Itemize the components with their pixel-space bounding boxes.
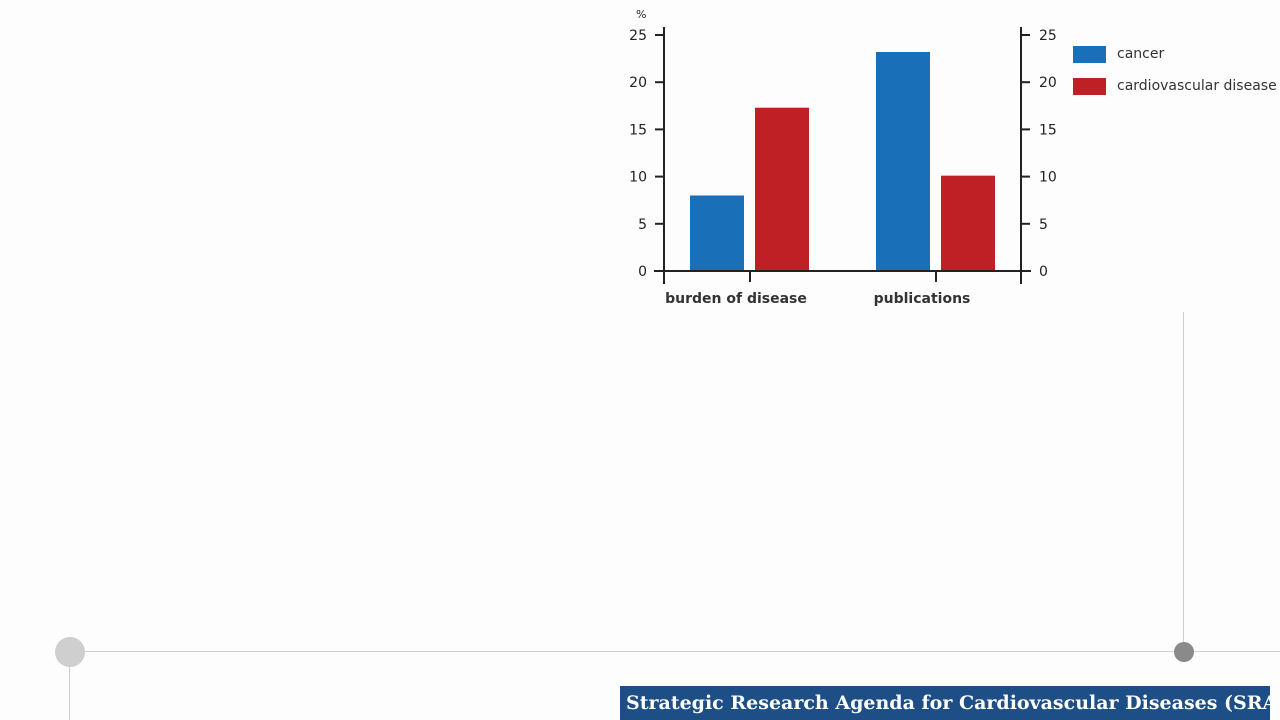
legend-swatch: [1073, 46, 1106, 63]
timeline-horizontal-line: [70, 651, 1280, 652]
timeline-right-vertical-line: [1183, 312, 1184, 652]
category-label: publications: [874, 291, 971, 307]
y-axis-unit-label: %: [636, 8, 646, 21]
bar-cardiovascular-disease: [941, 175, 995, 270]
bar-cancer: [690, 195, 744, 270]
right-tick-label: 5: [1039, 217, 1048, 233]
left-tick-label: 20: [629, 75, 647, 91]
legend-swatch: [1073, 78, 1106, 95]
timeline-active-node[interactable]: [1174, 642, 1194, 662]
left-tick-label: 15: [629, 122, 647, 138]
bar-chart: % 0 0 5 5 10 10 15 15 20 20 25 25 burden of disease pu…: [629, 8, 1277, 307]
right-tick-label: 15: [1039, 122, 1057, 138]
right-tick-label: 10: [1039, 170, 1057, 186]
legend-label: cancer: [1117, 46, 1164, 62]
left-tick-label: 25: [629, 28, 647, 44]
category-label: burden of disease: [665, 291, 807, 307]
right-tick-label: 0: [1039, 264, 1048, 280]
timeline-start-node[interactable]: [55, 637, 85, 667]
left-tick-label: 0: [638, 264, 647, 280]
left-tick-label: 5: [638, 217, 647, 233]
right-tick-label: 20: [1039, 75, 1057, 91]
footer-banner-text: Strategic Research Agenda for Cardiovasc…: [626, 692, 1270, 714]
legend-label: cardiovascular disease: [1117, 78, 1277, 94]
bar-cardiovascular-disease: [755, 107, 809, 270]
footer-banner: Strategic Research Agenda for Cardiovasc…: [620, 686, 1270, 720]
bar-cancer: [876, 51, 930, 270]
right-tick-label: 25: [1039, 28, 1057, 44]
timeline-left-vertical-line: [69, 652, 70, 720]
left-tick-label: 10: [629, 170, 647, 186]
